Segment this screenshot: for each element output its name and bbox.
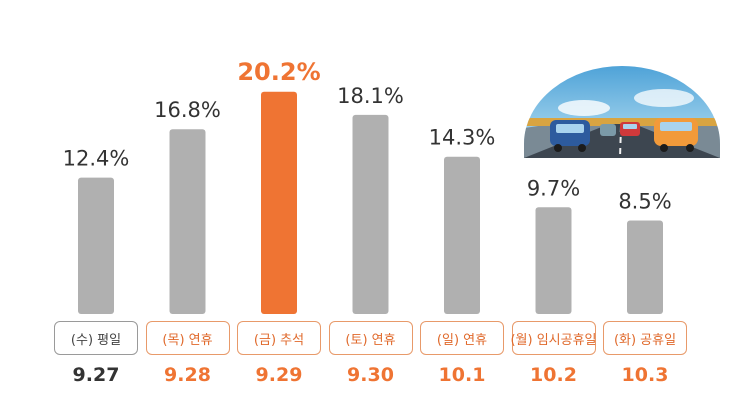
bar-9.27 (78, 177, 114, 314)
value-label: 12.4% (63, 147, 130, 171)
day-label: (금) 추석 (237, 321, 321, 355)
value-label: 8.5% (618, 190, 671, 214)
date-label: 10.3 (621, 364, 669, 386)
day-label: (화) 공휴일 (603, 321, 687, 355)
day-label: (토) 연휴 (328, 321, 413, 355)
date-label: 9.28 (164, 364, 211, 386)
date-label: 10.1 (438, 364, 486, 386)
date-label: 9.29 (255, 364, 303, 386)
value-label: 18.1% (337, 84, 404, 108)
date-label: 10.2 (530, 364, 577, 386)
bar-10.3 (627, 220, 663, 314)
bar-9.29 (261, 91, 297, 314)
value-label: 16.8% (154, 98, 221, 122)
value-label: 9.7% (527, 176, 580, 200)
date-label: 9.30 (347, 364, 394, 386)
day-label: (목) 연휴 (145, 321, 230, 355)
day-label: (일) 연휴 (420, 321, 504, 355)
value-label: 14.3% (429, 126, 496, 150)
highway-traffic-icon (524, 66, 720, 158)
day-label: (월) 임시공휴일 (510, 321, 597, 355)
bar-10.1 (444, 156, 480, 314)
day-label: (수) 평일 (54, 321, 138, 355)
value-label: 20.2% (237, 58, 320, 86)
bar-9.30 (352, 114, 389, 315)
bar-9.28 (169, 129, 206, 314)
date-label: 9.27 (72, 364, 120, 386)
bar-10.2 (535, 207, 572, 314)
